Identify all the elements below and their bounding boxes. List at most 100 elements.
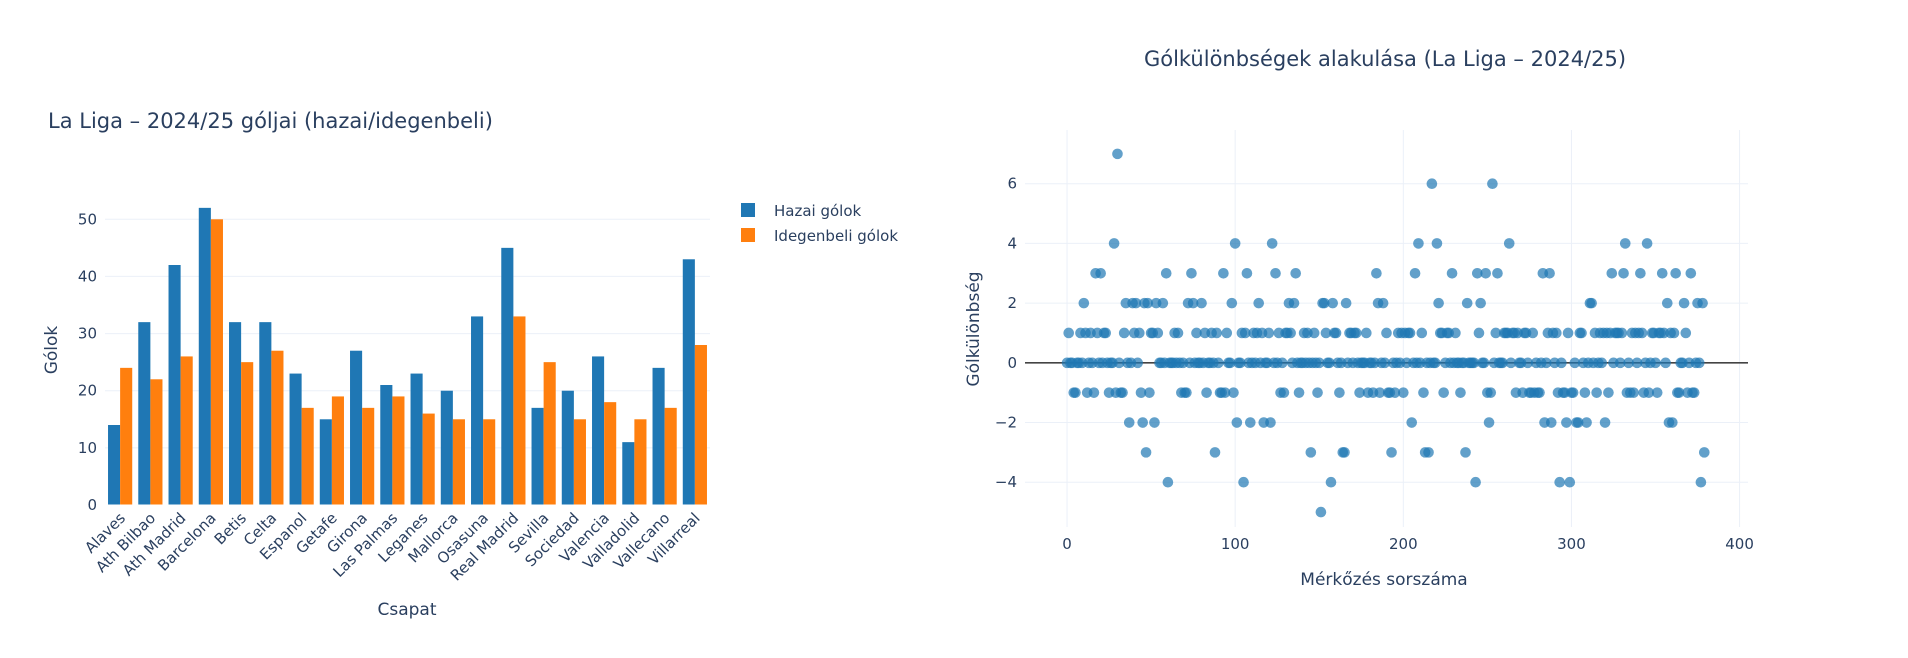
scatter-point bbox=[1695, 476, 1707, 488]
scatter-point bbox=[1455, 387, 1466, 398]
bar-home bbox=[168, 265, 181, 505]
scatter-point bbox=[1191, 327, 1202, 339]
bar-y-tick-label: 10 bbox=[78, 439, 97, 457]
scatter-point bbox=[1137, 417, 1148, 428]
scatter-point bbox=[1224, 357, 1236, 369]
scatter-point bbox=[1485, 387, 1497, 398]
bar-home bbox=[198, 207, 211, 505]
scatter-point bbox=[1522, 357, 1534, 369]
scatter-point bbox=[1118, 327, 1130, 339]
scatter-point bbox=[1616, 327, 1628, 339]
scatter-point bbox=[1628, 387, 1639, 398]
scatter-y-tick-label: −2 bbox=[995, 414, 1017, 432]
scatter-point bbox=[1651, 387, 1663, 398]
scatter-point bbox=[1285, 327, 1296, 339]
scatter-point bbox=[1312, 387, 1323, 398]
scatter-point bbox=[1606, 267, 1618, 279]
scatter-point bbox=[1063, 327, 1075, 339]
scatter-point bbox=[1226, 297, 1238, 309]
scatter-point bbox=[1108, 238, 1120, 249]
scatter-point bbox=[1461, 297, 1473, 309]
bar-home bbox=[380, 385, 393, 505]
scatter-point bbox=[1635, 267, 1646, 279]
scatter-point bbox=[1100, 327, 1112, 339]
scatter-point bbox=[1142, 297, 1154, 309]
bar-home bbox=[622, 442, 635, 505]
scatter-point bbox=[1144, 387, 1155, 398]
scatter-point bbox=[1490, 327, 1502, 339]
scatter-point bbox=[1181, 387, 1192, 398]
bar-home bbox=[350, 350, 363, 505]
scatter-point bbox=[1475, 297, 1486, 309]
bar-away bbox=[694, 345, 707, 505]
bar-y-axis-label: Gólok bbox=[42, 326, 62, 375]
scatter-point bbox=[1320, 327, 1332, 339]
bar-away bbox=[392, 396, 405, 505]
scatter-point bbox=[1468, 357, 1480, 369]
scatter-point bbox=[1567, 387, 1579, 398]
bar-home bbox=[319, 419, 332, 505]
scatter-point bbox=[1157, 297, 1169, 309]
scatter-point bbox=[1650, 357, 1661, 369]
scatter-point bbox=[1404, 327, 1416, 339]
scatter-point bbox=[1551, 327, 1562, 339]
scatter-point bbox=[1618, 267, 1629, 279]
bar-home bbox=[531, 407, 544, 505]
scatter-point bbox=[1398, 387, 1409, 398]
scatter-point bbox=[1685, 267, 1697, 279]
scatter-point bbox=[1389, 387, 1401, 398]
legend-label-away: Idegenbeli gólok bbox=[774, 227, 898, 245]
scatter-point bbox=[1221, 327, 1233, 339]
legend[interactable]: Hazai gólok Idegenbeli gólok bbox=[741, 202, 898, 245]
scatter-point bbox=[1134, 327, 1145, 339]
scatter-point bbox=[1503, 238, 1515, 249]
scatter-y-tick-label: −4 bbox=[995, 473, 1017, 491]
legend-label-home: Hazai gólok bbox=[774, 202, 862, 220]
bar-away bbox=[210, 219, 223, 506]
bar-away bbox=[573, 419, 586, 505]
scatter-point bbox=[1234, 357, 1246, 369]
bar-away bbox=[271, 350, 284, 505]
scatter-points bbox=[1061, 148, 1710, 518]
scatter-point bbox=[1308, 327, 1320, 339]
scatter-point bbox=[1562, 327, 1574, 339]
legend-item-home[interactable]: Hazai gólok bbox=[741, 202, 862, 220]
bar-away bbox=[331, 396, 344, 505]
scatter-y-tick-label: 6 bbox=[1007, 175, 1017, 193]
scatter-point bbox=[1265, 417, 1276, 428]
scatter-point bbox=[1505, 357, 1517, 369]
scatter-point bbox=[1231, 417, 1243, 428]
scatter-point bbox=[1409, 267, 1421, 279]
scatter-point bbox=[1241, 267, 1253, 279]
scatter-point bbox=[1327, 297, 1338, 309]
scatter-point bbox=[1561, 417, 1572, 428]
scatter-point bbox=[1140, 447, 1152, 458]
scatter-point bbox=[1209, 447, 1221, 458]
scatter-point bbox=[1228, 387, 1239, 398]
scatter-point bbox=[1636, 327, 1648, 339]
legend-item-away[interactable]: Idegenbeli gólok bbox=[741, 227, 898, 245]
scatter-point bbox=[1556, 357, 1567, 369]
scatter-point bbox=[1470, 476, 1481, 488]
bar-away bbox=[664, 407, 677, 505]
scatter-point bbox=[1569, 357, 1581, 369]
scatter-point bbox=[1418, 387, 1429, 398]
scatter-point bbox=[1446, 267, 1458, 279]
scatter-point bbox=[1330, 327, 1342, 339]
scatter-point bbox=[1471, 267, 1483, 279]
scatter-point bbox=[1132, 357, 1143, 369]
scatter-point bbox=[1117, 387, 1128, 398]
scatter-point bbox=[1670, 267, 1681, 279]
scatter-point bbox=[1697, 297, 1708, 309]
scatter-x-tick-label: 200 bbox=[1389, 535, 1418, 553]
scatter-y-tick-label: 2 bbox=[1007, 294, 1017, 312]
bar-away bbox=[483, 419, 496, 505]
bar-marks bbox=[108, 207, 707, 506]
scatter-point bbox=[1381, 327, 1392, 339]
bar-chart: La Liga – 2024/25 góljai (hazai/idegenbe… bbox=[42, 109, 710, 620]
scatter-point bbox=[1545, 417, 1557, 428]
bar-home bbox=[138, 322, 151, 505]
scatter-point bbox=[1288, 297, 1300, 309]
bar-away bbox=[150, 379, 163, 505]
scatter-point bbox=[1270, 267, 1281, 279]
